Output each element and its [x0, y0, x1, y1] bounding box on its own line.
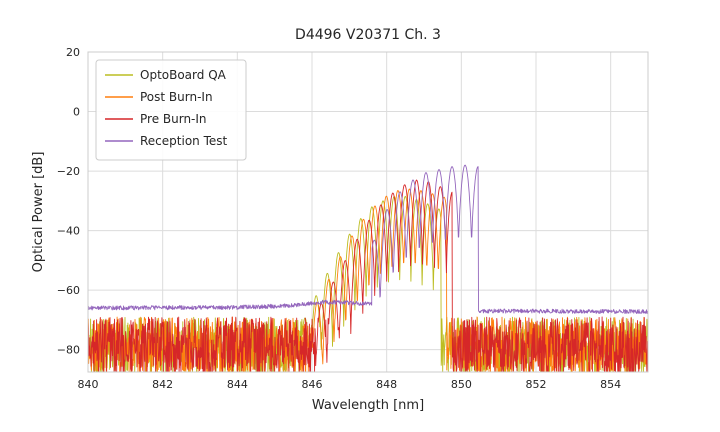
x-tick-label: 840: [78, 378, 99, 391]
x-tick-label: 854: [600, 378, 621, 391]
y-tick-label: 0: [73, 106, 80, 119]
x-tick-label: 846: [302, 378, 323, 391]
x-tick-label: 842: [152, 378, 173, 391]
y-tick-label: −60: [57, 284, 80, 297]
y-tick-label: −80: [57, 344, 80, 357]
x-tick-labels: 840 842 844 846 848 850 852 854: [78, 378, 622, 391]
x-tick-label: 852: [526, 378, 547, 391]
series-line-optoboard-qa: [88, 195, 648, 372]
x-tick-label: 848: [376, 378, 397, 391]
y-tick-label: −40: [57, 225, 80, 238]
legend: OptoBoard QA Post Burn-In Pre Burn-In Recep…: [95, 59, 247, 161]
chart-title: D4496 V20371 Ch. 3: [295, 27, 441, 43]
plot-border: [87, 51, 649, 373]
x-tick-label: 850: [451, 378, 472, 391]
y-tick-label: −20: [57, 165, 80, 178]
y-axis-label: Optical Power [dB]: [31, 152, 46, 273]
x-axis-label: Wavelength [nm]: [312, 398, 424, 413]
legend-label: Post Burn-In: [140, 90, 213, 104]
legend-box: [95, 59, 247, 161]
legend-label: OptoBoard QA: [140, 68, 227, 82]
x-tick-label: 844: [227, 378, 248, 391]
legend-label: Reception Test: [140, 134, 228, 148]
legend-label: Pre Burn-In: [140, 112, 207, 126]
series-line-reception-test: [88, 164, 648, 314]
y-tick-label: 20: [66, 46, 80, 59]
y-tick-labels: 20 0 −20 −40 −60 −80: [57, 46, 80, 357]
